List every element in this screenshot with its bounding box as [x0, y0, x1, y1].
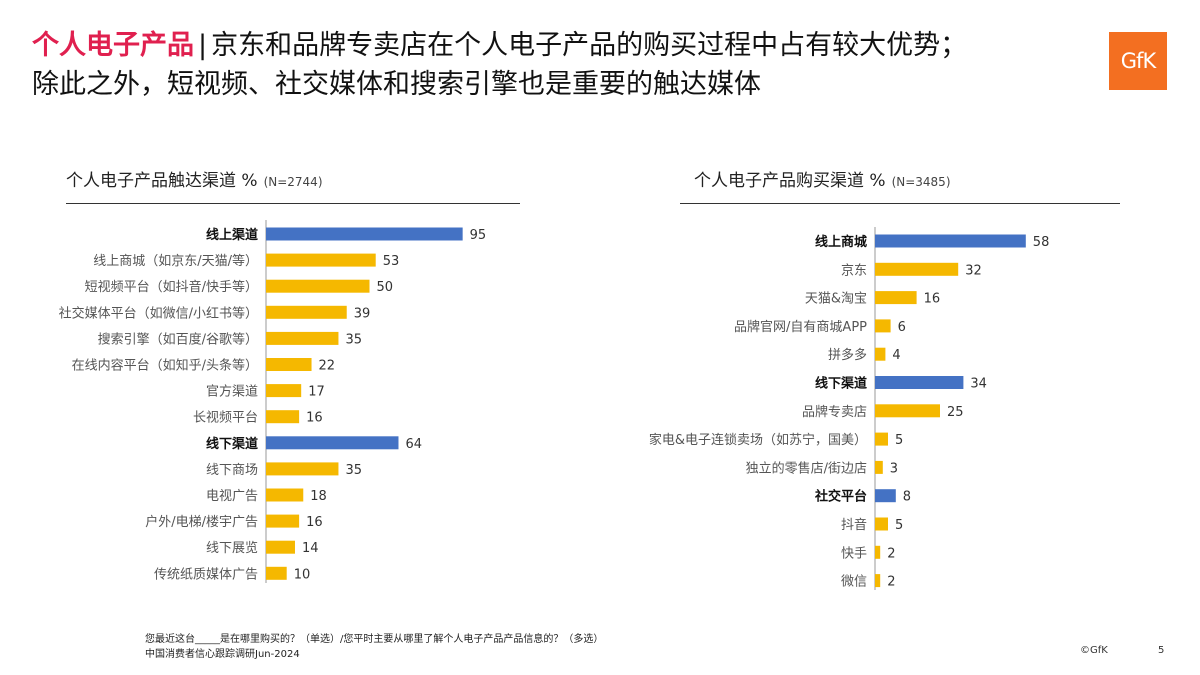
reach-bar	[266, 488, 304, 502]
purchase-value-label: 4	[892, 348, 900, 363]
purchase-category-label: 独立的零售店/街边店	[746, 460, 867, 476]
purchase-value-label: 6	[898, 320, 906, 335]
purchase-value-label: 3	[890, 461, 898, 476]
purchase-category-label: 快手	[841, 546, 867, 561]
purchase-bar	[875, 404, 940, 418]
purchase-category-label: 天猫&淘宝	[805, 292, 867, 307]
reach-category-label: 长视频平台	[193, 411, 258, 426]
reach-bar	[266, 253, 376, 267]
reach-bar	[266, 462, 339, 476]
purchase-bar	[875, 291, 917, 305]
reach-category-label: 官方渠道	[206, 384, 258, 400]
reach-value-label: 35	[345, 463, 362, 478]
reach-category-label: 短视频平台（如抖音/快手等）	[85, 279, 258, 295]
purchase-bar	[875, 489, 896, 503]
purchase-category-label: 线上商城	[815, 234, 867, 250]
purchase-value-label: 2	[887, 575, 895, 590]
purchase-value-label: 5	[895, 433, 903, 448]
reach-bar	[266, 331, 339, 345]
reach-category-label: 线下展览	[206, 540, 258, 556]
purchase-value-label: 58	[1033, 235, 1050, 250]
reach-category-label: 搜索引擎（如百度/谷歌等）	[98, 331, 258, 347]
reach-category-label: 线下渠道	[206, 436, 258, 452]
purchase-value-label: 8	[903, 490, 911, 505]
reach-category-label: 在线内容平台（如知乎/头条等）	[72, 358, 258, 374]
title-line-2: 除此之外，短视频、社交媒体和搜索引擎也是重要的触达媒体	[32, 69, 761, 100]
reach-bar	[266, 436, 399, 450]
copyright: ©GfK	[1080, 645, 1108, 656]
reach-bar	[266, 279, 370, 293]
reach-value-label: 18	[310, 489, 327, 504]
page-title: 个人电子产品 | 京东和品牌专卖店在个人电子产品的购买过程中占有较大优势； 除此之外…	[32, 26, 1092, 104]
purchase-value-label: 5	[895, 518, 903, 533]
purchase-category-label: 家电&电子连锁卖场（如苏宁，国美）	[649, 432, 867, 448]
reach-bar	[266, 410, 300, 424]
reach-value-label: 39	[354, 306, 371, 321]
reach-chart-sample: (N=2744)	[263, 175, 323, 189]
purchase-bar	[875, 517, 888, 531]
footnote-source: 中国消费者信心跟踪调研Jun-2024	[145, 649, 300, 660]
reach-value-label: 17	[308, 385, 325, 400]
purchase-bar	[875, 234, 1026, 248]
reach-bar	[266, 566, 287, 580]
reach-bar	[266, 358, 312, 371]
gfk-logo: GfK	[1109, 32, 1167, 90]
reach-value-label: 10	[294, 567, 311, 582]
purchase-chart-sample: (N=3485)	[891, 175, 951, 189]
reach-value-label: 50	[377, 280, 394, 295]
page-number: 5	[1158, 645, 1165, 656]
reach-category-label: 线上商城（如京东/天猫/等）	[93, 253, 258, 269]
purchase-bar	[875, 347, 886, 361]
reach-chart-header: 个人电子产品触达渠道 % (N=2744)	[66, 166, 520, 204]
purchase-chart-header: 个人电子产品购买渠道 % (N=3485)	[680, 166, 1120, 204]
purchase-bar	[875, 319, 891, 333]
purchase-category-label: 抖音	[841, 517, 867, 533]
title-highlight: 个人电子产品	[32, 30, 194, 61]
reach-category-label: 线下商场	[206, 463, 258, 478]
purchase-bar	[875, 460, 883, 474]
purchase-bar	[875, 545, 881, 559]
reach-category-label: 户外/电梯/楼宇广告	[145, 514, 258, 530]
reach-value-label: 16	[306, 411, 323, 426]
reach-value-label: 14	[302, 541, 319, 556]
reach-category-label: 电视广告	[206, 489, 258, 504]
reach-value-label: 22	[319, 359, 336, 374]
purchase-category-label: 品牌官网/自有商城APP	[734, 319, 867, 335]
purchase-chart-title: 个人电子产品购买渠道 %	[694, 171, 886, 191]
reach-value-label: 16	[306, 515, 323, 530]
reach-value-label: 64	[405, 437, 422, 452]
reach-bar	[266, 514, 300, 528]
purchase-value-label: 2	[887, 546, 895, 561]
purchase-bar	[875, 262, 959, 276]
purchase-value-label: 25	[947, 405, 964, 420]
reach-value-label: 95	[470, 228, 487, 243]
purchase-value-label: 34	[970, 377, 987, 392]
purchase-category-label: 京东	[841, 263, 867, 278]
reach-bar	[266, 540, 295, 554]
reach-category-label: 社交媒体平台（如微信/小红书等）	[59, 305, 258, 321]
reach-category-label: 传统纸质媒体广告	[154, 567, 258, 582]
title-separator: |	[198, 30, 208, 61]
reach-bar	[266, 227, 463, 241]
reach-value-label: 53	[383, 254, 400, 269]
title-line-1: 京东和品牌专卖店在个人电子产品的购买过程中占有较大优势；	[211, 30, 968, 61]
reach-bar	[266, 305, 347, 319]
footnote-question: 您最近这台_____是在哪里购买的？（单选）/您平时主要从哪里了解个人电子产品产…	[145, 634, 604, 645]
reach-bar	[266, 384, 302, 398]
purchase-value-label: 16	[924, 292, 941, 307]
purchase-bar	[875, 574, 881, 588]
logo-text: GfK	[1120, 49, 1156, 73]
reach-chart-title: 个人电子产品触达渠道 %	[66, 171, 258, 191]
purchase-category-label: 品牌专卖店	[802, 404, 867, 420]
purchase-category-label: 拼多多	[828, 347, 867, 363]
purchase-bar	[875, 376, 964, 389]
purchase-value-label: 32	[965, 263, 982, 278]
purchase-category-label: 微信	[841, 575, 867, 590]
reach-value-label: 35	[345, 332, 362, 347]
purchase-category-label: 社交平台	[814, 489, 867, 505]
purchase-category-label: 线下渠道	[815, 376, 867, 392]
reach-category-label: 线上渠道	[206, 227, 258, 243]
purchase-bar	[875, 432, 888, 446]
